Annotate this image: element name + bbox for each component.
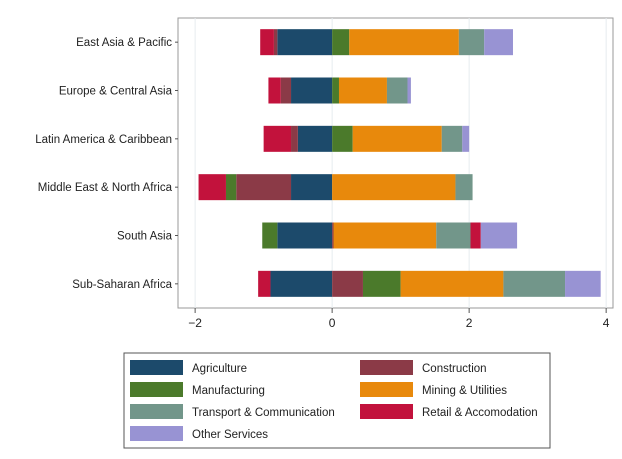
bar-segment	[332, 77, 339, 104]
plot-area	[177, 17, 614, 309]
bar-segment	[280, 77, 292, 104]
bar-segment	[291, 125, 298, 152]
bar-segment	[258, 270, 271, 297]
bar-segment	[262, 222, 278, 249]
legend-swatch	[360, 360, 413, 375]
legend-label: Mining & Utilities	[422, 385, 507, 397]
x-tick-label: −2	[188, 316, 202, 330]
legend-swatch	[130, 404, 183, 419]
legend-label: Construction	[422, 363, 487, 375]
bar-segment	[436, 222, 471, 249]
legend-swatch	[130, 360, 183, 375]
bar-segment	[291, 174, 333, 201]
bar-segment	[484, 29, 513, 56]
y-tick-label: Latin America & Caribbean	[35, 134, 172, 146]
bar-segment	[332, 222, 334, 249]
bar-segment	[277, 222, 333, 249]
bar-segment	[462, 125, 470, 152]
bar-segment	[273, 29, 278, 56]
bar-segment	[407, 77, 411, 104]
bar-segment	[480, 222, 518, 249]
bar-segment	[198, 174, 226, 201]
legend-swatch	[360, 382, 413, 397]
legend	[123, 352, 551, 449]
legend-swatch	[130, 382, 183, 397]
y-tick-label: South Asia	[117, 231, 173, 243]
x-tick-label: 2	[466, 316, 473, 330]
legend-swatch	[360, 404, 413, 419]
bar-segment	[503, 270, 566, 297]
bar-segment	[225, 174, 237, 201]
bar-segment	[291, 77, 333, 104]
x-tick-label: 0	[329, 316, 336, 330]
bar-segment	[386, 77, 408, 104]
bar-segment	[332, 174, 456, 201]
bar-segment	[458, 29, 485, 56]
legend-label: Agriculture	[192, 363, 247, 375]
y-tick-label: Europe & Central Asia	[59, 86, 173, 98]
bar-segment	[268, 77, 281, 104]
bar-segment	[332, 29, 350, 56]
bar-segment	[441, 125, 463, 152]
legend-swatch	[130, 426, 183, 441]
bar-segment	[470, 222, 481, 249]
bar-segment	[270, 270, 333, 297]
bar-segment	[338, 77, 387, 104]
bar-segment	[565, 270, 601, 297]
bar-segment	[352, 125, 442, 152]
bar-segment	[333, 222, 437, 249]
bar-segment	[455, 174, 473, 201]
bar-segment	[362, 270, 401, 297]
legend-label: Transport & Communication	[192, 407, 335, 419]
legend-label: Other Services	[192, 429, 268, 441]
y-tick-label: East Asia & Pacific	[76, 37, 172, 49]
bar-segment	[297, 125, 333, 152]
bar-segment	[263, 125, 292, 152]
bar-segment	[349, 29, 459, 56]
y-tick-label: Middle East & North Africa	[38, 182, 173, 194]
legend-label: Retail & Accomodation	[422, 407, 538, 419]
bar-segment	[277, 29, 333, 56]
bar-segment	[260, 29, 274, 56]
bar-segment	[400, 270, 504, 297]
y-tick-label: Sub-Saharan Africa	[72, 279, 172, 291]
bar-segment	[332, 270, 363, 297]
x-tick-label: 4	[603, 316, 610, 330]
bar-segment	[332, 125, 353, 152]
legend-label: Manufacturing	[192, 385, 265, 397]
bar-segment	[236, 174, 292, 201]
